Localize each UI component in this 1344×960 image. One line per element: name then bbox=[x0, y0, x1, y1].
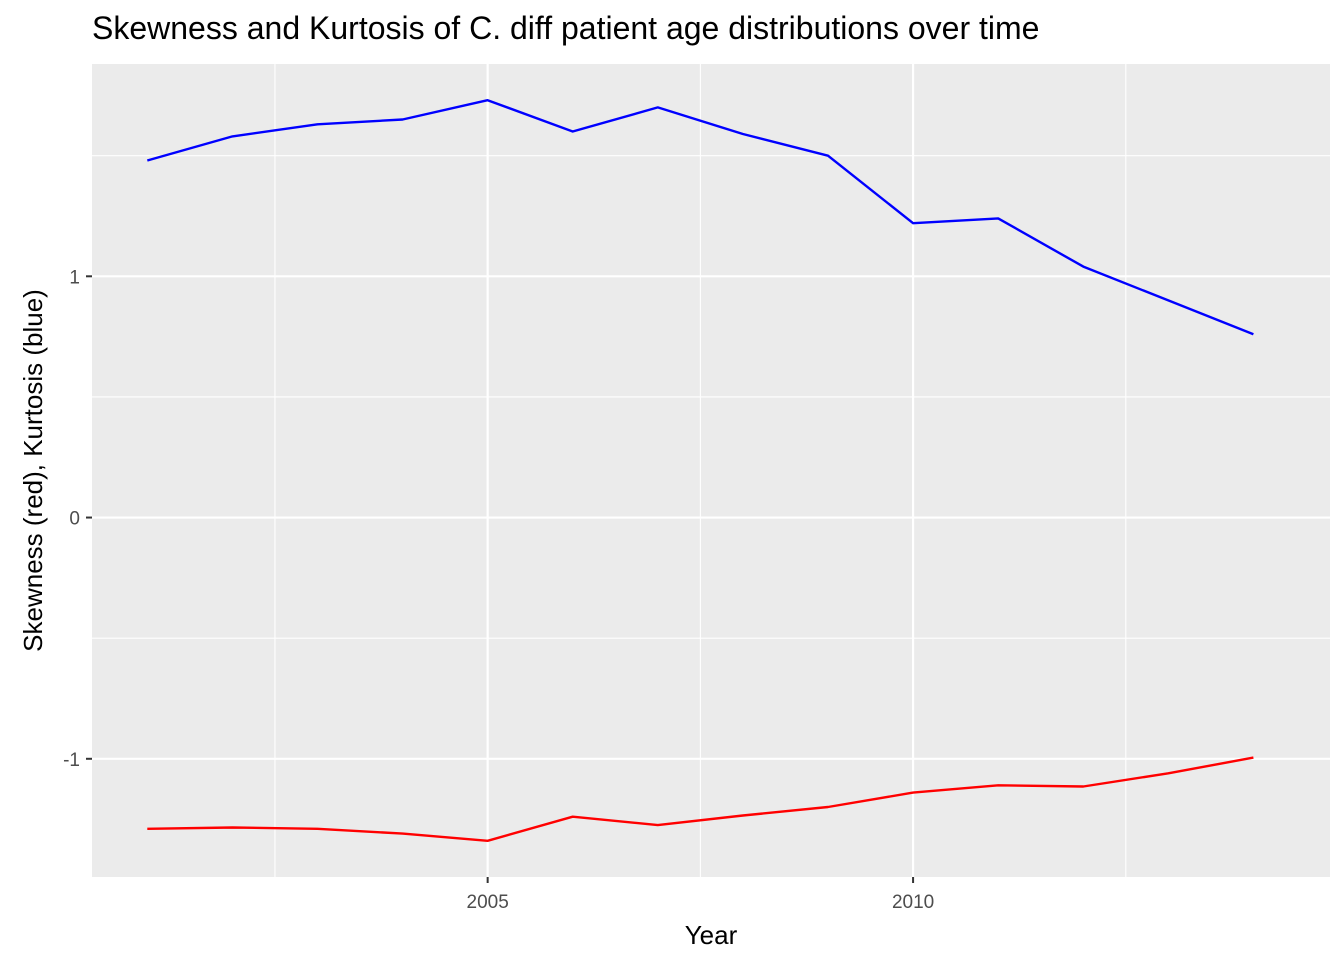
x-axis-title: Year bbox=[685, 920, 738, 950]
series-line-0 bbox=[146, 98, 1254, 336]
minor-gridlines bbox=[92, 64, 1330, 877]
major-gridlines bbox=[92, 64, 1330, 877]
y-tick-label: 0 bbox=[69, 509, 80, 530]
series-line-1 bbox=[147, 756, 1254, 842]
plot-panel bbox=[92, 64, 1330, 877]
y-tick-label: 1 bbox=[69, 267, 80, 288]
series-lines bbox=[146, 98, 1254, 842]
x-axis: 2005 2010 bbox=[467, 877, 934, 913]
chart-title: Skewness and Kurtosis of C. diff patient… bbox=[92, 10, 1040, 46]
x-tick-label: 2005 bbox=[467, 892, 509, 913]
y-axis: -1 0 1 bbox=[63, 267, 92, 771]
x-tick-label: 2010 bbox=[892, 892, 934, 913]
y-axis-title: Skewness (red), Kurtosis (blue) bbox=[18, 289, 48, 652]
y-tick-label: -1 bbox=[63, 750, 80, 771]
